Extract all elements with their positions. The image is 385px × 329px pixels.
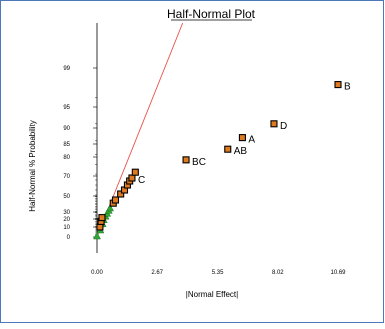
- square-point: [182, 156, 190, 164]
- y-tick-label: 10: [63, 225, 70, 231]
- x-tick-label: 10.69: [330, 270, 346, 276]
- y-axis-label: Half-Normal % Probability: [28, 120, 37, 212]
- y-tick-label: 50: [63, 194, 70, 200]
- square-point: [334, 81, 342, 89]
- y-tick-label: 80: [63, 155, 70, 161]
- square-point: [111, 196, 120, 204]
- point-label: AB: [234, 146, 248, 157]
- x-axis-label: |Normal Effect|: [186, 290, 238, 299]
- y-tick-label: 70: [63, 174, 70, 180]
- x-tick-label: 5.35: [212, 270, 224, 276]
- square-point: [238, 134, 246, 142]
- data-points: C BC ABA D B: [93, 81, 351, 240]
- square-point: [131, 168, 139, 176]
- chart-frame: Half-Normal Plot 0 10 20 30 50 70 80 85 90 95 99 0…: [0, 0, 384, 323]
- square-point: [128, 174, 136, 182]
- point-label: B: [344, 82, 351, 93]
- y-tick-label: 95: [63, 105, 70, 111]
- x-ticks: 0.00 2.67 5.35 8.02 10.69: [91, 270, 346, 276]
- point-label: BC: [192, 157, 206, 168]
- square-point: [98, 214, 106, 222]
- point-label: D: [280, 121, 287, 132]
- triangle-point: [93, 231, 101, 240]
- triangle-point: [106, 203, 114, 212]
- y-tick-label: 20: [63, 217, 70, 223]
- y-tick-label: 99: [63, 66, 70, 72]
- square-point: [224, 145, 232, 153]
- x-tick-label: 2.67: [151, 270, 163, 276]
- y-tick-label: 90: [63, 126, 70, 132]
- point-label: C: [138, 175, 145, 186]
- chart-title: Half-Normal Plot: [167, 7, 256, 21]
- x-tick-label: 0.00: [91, 270, 103, 276]
- x-tick-label: 8.02: [272, 270, 284, 276]
- square-point: [117, 190, 125, 198]
- point-label: A: [248, 135, 255, 146]
- square-point: [270, 120, 278, 128]
- y-tick-label: 30: [63, 210, 70, 216]
- y-tick-label: 85: [63, 142, 70, 148]
- y-tick-label: 0: [67, 235, 71, 241]
